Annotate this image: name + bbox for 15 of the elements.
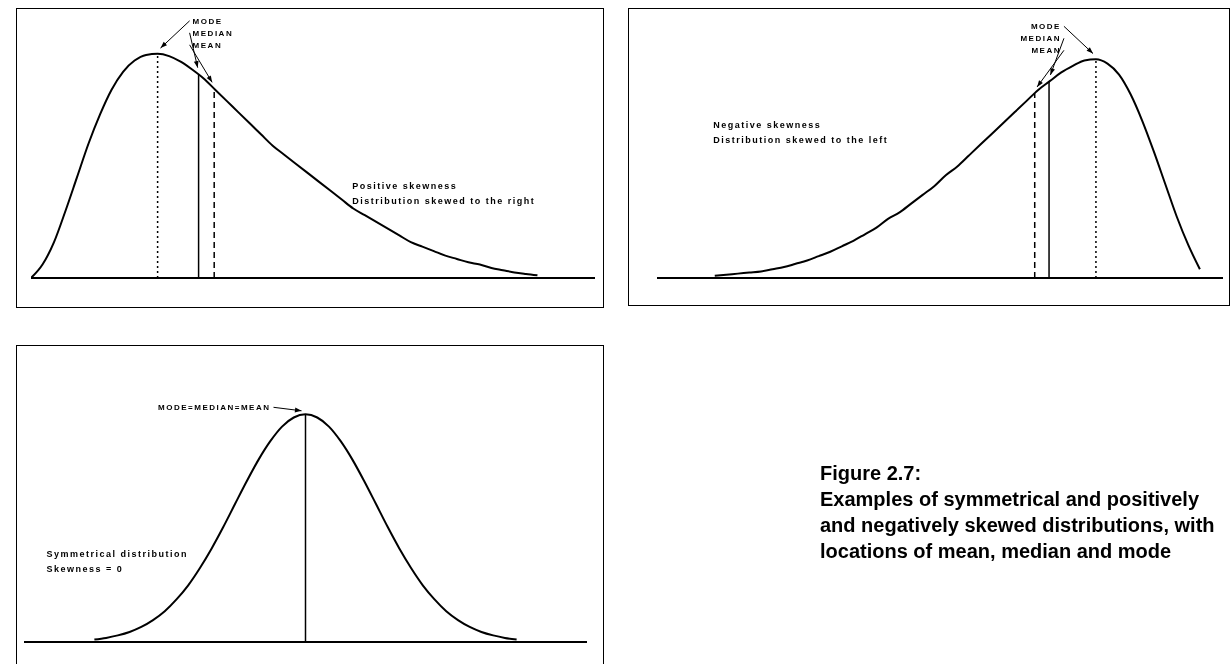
annotation: Skewness = 0 — [46, 564, 124, 575]
text: Figure 2.7: — [820, 461, 923, 486]
text: MEDIAN — [1020, 34, 1061, 44]
annotation: Symmetrical distribution — [46, 549, 188, 560]
annotation: Distribution skewed to the left — [713, 135, 889, 146]
annotation: Negative skewness — [713, 120, 822, 131]
text: MODE — [192, 16, 223, 26]
annotation: Distribution skewed to the right — [352, 196, 536, 206]
text: Examples of symmetrical and positively and negatively skewed distributions, with locations of mean, median and mode — [820, 487, 1216, 564]
text: MEAN — [192, 40, 223, 50]
annotation: Positive skewness — [352, 181, 458, 191]
text: MODE — [1030, 22, 1061, 32]
text: MEAN — [1031, 46, 1061, 56]
text: MEDIAN — [192, 28, 234, 38]
text: MODE=MEDIAN=MEAN — [158, 403, 271, 413]
